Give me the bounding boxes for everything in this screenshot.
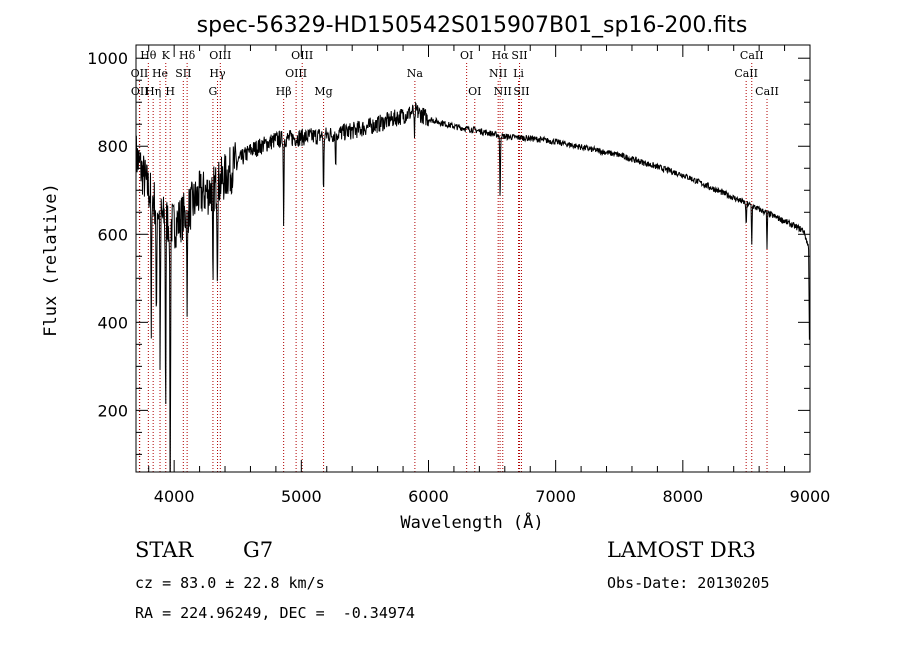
obs-date: Obs-Date: 20130205 <box>607 574 770 592</box>
spectral-line-label: K <box>162 49 171 62</box>
plot-frame <box>135 44 811 473</box>
spectral-line-label: Na <box>407 67 424 80</box>
spectral-line-label: SII <box>175 67 191 80</box>
spectral-line-label: Hθ <box>140 49 157 62</box>
spectral-line-label: OIII <box>209 49 231 62</box>
spectral-line-label: NII <box>494 85 512 98</box>
spectral-line-label: NII <box>489 67 507 80</box>
spectral-line-label: Hδ <box>179 49 196 62</box>
spectral-line-label: Hα <box>492 49 510 62</box>
object-type: STAR <box>135 538 194 562</box>
x-tick-label: 9000 <box>790 487 831 506</box>
spectral-line-label: CaII <box>755 85 779 98</box>
spectral-line-label: OI <box>468 85 481 98</box>
spectral-line-label: H <box>165 85 175 98</box>
x-tick-label: 7000 <box>535 487 576 506</box>
spectral-line-label: Hγ <box>209 67 226 80</box>
axis-ticks <box>136 45 811 472</box>
redshift-readout: cz = 83.0 ± 22.8 km/s <box>135 574 325 592</box>
spectral-line-label: OIII <box>285 67 307 80</box>
spectral-line-label: SII <box>511 49 527 62</box>
x-tick-label: 5000 <box>281 487 322 506</box>
coordinates: RA = 224.96249, DEC = -0.34974 <box>135 604 415 622</box>
y-tick-label: 1000 <box>87 49 128 68</box>
x-tick-label: 8000 <box>662 487 703 506</box>
y-tick-label: 200 <box>97 401 128 420</box>
spectral-line-label: SII <box>513 85 529 98</box>
spectral-line-label: G <box>209 85 218 98</box>
spectral-line-label: He <box>152 67 168 80</box>
spectral-line-label: Hη <box>145 85 161 98</box>
x-tick-label: 6000 <box>408 487 449 506</box>
x-tick-label: 4000 <box>154 487 195 506</box>
x-tick-labels: 4000 5000 6000 7000 8000 9000 <box>154 487 831 506</box>
y-tick-labels: 200 400 600 800 1000 <box>87 49 128 420</box>
x-axis-label: Wavelength (Å) <box>400 511 543 533</box>
spectral-line-label: OI <box>460 49 473 62</box>
y-axis-label: Flux (relative) <box>41 183 61 337</box>
survey-name: LAMOST DR3 <box>607 538 756 562</box>
y-tick-label: 600 <box>97 225 128 244</box>
y-tick-label: 400 <box>97 313 128 332</box>
spectral-line-label: Hβ <box>276 85 292 98</box>
spectral-line-label: CaII <box>734 67 758 80</box>
spectral-line-label: Li <box>513 67 524 80</box>
spectral-line-label: OII <box>131 85 149 98</box>
y-tick-label: 800 <box>97 137 128 156</box>
chart-title: spec-56329-HD150542S015907B01_sp16-200.f… <box>197 13 748 38</box>
spectral-line-markers <box>138 63 768 472</box>
spectrum-trace <box>135 101 811 473</box>
spectral-subclass: G7 <box>243 538 274 562</box>
spectral-line-label: Mg <box>314 85 332 98</box>
spectral-line-label: CaII <box>740 49 764 62</box>
spectral-line-label: OII <box>131 67 149 80</box>
spectral-line-label: OIII <box>291 49 313 62</box>
